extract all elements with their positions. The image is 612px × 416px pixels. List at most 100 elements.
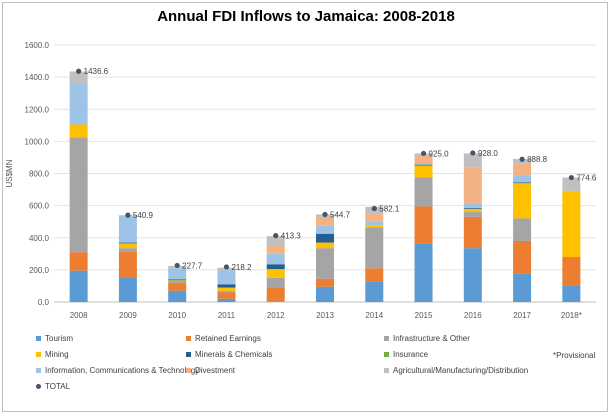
bar-segment — [414, 155, 433, 164]
y-tick-label: 400.0 — [29, 234, 50, 243]
legend-label: Tourism — [45, 334, 74, 343]
legend-item: TOTAL — [36, 382, 70, 391]
bar-segment — [513, 182, 532, 184]
bar-segment — [463, 212, 482, 217]
x-tick-label: 2010 — [168, 311, 186, 320]
bar-segment — [118, 248, 137, 252]
legend-swatch — [36, 336, 41, 341]
bar-segment — [217, 298, 236, 302]
legend-item: Retained Earnings — [186, 334, 261, 343]
bar-segment — [513, 240, 532, 274]
total-point — [322, 211, 328, 218]
bar-segment — [463, 248, 482, 302]
bar-segment — [463, 208, 482, 209]
y-tick-label: 1000.0 — [25, 137, 50, 146]
bar-segment — [316, 216, 334, 226]
total-data-label: 413.3 — [281, 232, 302, 241]
bar-segment — [316, 225, 334, 234]
bar-segment — [118, 243, 137, 249]
legend-item: Minerals & Chemicals — [186, 350, 272, 359]
bar-segment — [316, 286, 334, 302]
legend-item: Information, Communications & Technology — [36, 366, 199, 375]
legend-label: Insurance — [393, 350, 429, 359]
total-point — [125, 212, 131, 218]
x-tick-label: 2011 — [218, 311, 236, 320]
bar-segment — [414, 164, 433, 166]
x-tick-label: 2009 — [119, 311, 137, 320]
legend-label: Divestment — [195, 366, 236, 375]
x-tick-label: 2016 — [464, 311, 482, 320]
bar-segment — [118, 216, 137, 243]
bar-segment — [513, 163, 532, 176]
total-data-label: 218.2 — [231, 263, 252, 272]
bar-segment — [69, 270, 88, 302]
bar-segment — [365, 227, 384, 269]
chart-legend: Tourism Retained Earnings Infrastructure &… — [36, 334, 596, 404]
bar-segment — [562, 191, 581, 258]
legend-swatch — [186, 352, 191, 357]
legend-label: Agricultural/Manufacturing/Distribution — [393, 366, 529, 375]
x-tick-label: 2017 — [513, 311, 531, 320]
bar-segment — [316, 233, 334, 243]
bar-segment — [316, 278, 334, 287]
bar-segment — [365, 268, 384, 282]
bar-segment — [365, 225, 384, 228]
legend-swatch — [384, 336, 389, 341]
total-data-label: 582.1 — [379, 205, 400, 214]
total-point — [420, 150, 427, 157]
bar-segment — [513, 175, 532, 183]
bar-segment — [414, 206, 433, 244]
legend-label: Minerals & Chemicals — [195, 350, 273, 359]
x-tick-label: 2015 — [415, 311, 433, 320]
bar-segment — [168, 268, 187, 280]
y-tick-label: 1200.0 — [25, 105, 50, 114]
legend-label: Infrastructure & Other — [393, 334, 470, 343]
legend-item: Insurance — [384, 350, 428, 359]
y-tick-label: 600.0 — [29, 202, 50, 211]
y-tick-label: 200.0 — [29, 266, 50, 275]
bar-segment — [217, 284, 236, 288]
legend-item: Divestment — [186, 366, 235, 375]
legend-label: TOTAL — [45, 382, 71, 391]
total-point — [568, 174, 574, 181]
bar-segment — [414, 243, 433, 302]
bar-segment — [168, 283, 187, 291]
total-data-label: 1436.6 — [84, 67, 109, 76]
bar-segment — [316, 248, 334, 279]
legend-swatch — [36, 368, 41, 373]
y-tick-label: 1400.0 — [25, 73, 50, 82]
bar-segment — [513, 183, 532, 219]
y-tick-label: 0.0 — [38, 298, 50, 307]
x-tick-label: 2008 — [70, 311, 88, 320]
bar-segment — [463, 216, 482, 249]
bar-segment — [365, 214, 384, 222]
legend-swatch — [36, 352, 41, 357]
x-tick-label: 2013 — [316, 311, 334, 320]
bar-segment — [562, 285, 581, 302]
bar-segment — [463, 153, 482, 168]
bar-segment — [118, 242, 137, 244]
bar-segment — [513, 273, 532, 302]
legend-swatch — [186, 368, 191, 373]
total-point — [273, 233, 279, 239]
total-point — [223, 264, 230, 270]
bar-segment — [365, 281, 384, 302]
bar-segment — [414, 163, 433, 165]
legend-label: Retained Earnings — [195, 334, 261, 343]
bar-segment — [513, 218, 532, 241]
bar-segment — [217, 290, 236, 293]
y-tick-label: 1600.0 — [25, 41, 50, 50]
total-point — [371, 205, 377, 212]
bar-segment — [463, 208, 482, 213]
legend-swatch — [36, 384, 41, 389]
chart-frame — [2, 2, 608, 412]
bar-segment — [118, 251, 137, 278]
total-data-label: 928.0 — [478, 149, 499, 158]
bar-segment — [266, 269, 285, 278]
x-tick-label: 2018* — [561, 311, 582, 320]
legend-label: Information, Communications & Technology — [45, 366, 200, 375]
bar-segment — [69, 71, 88, 84]
total-data-label: 540.9 — [133, 211, 154, 220]
bar-segment — [266, 236, 285, 245]
